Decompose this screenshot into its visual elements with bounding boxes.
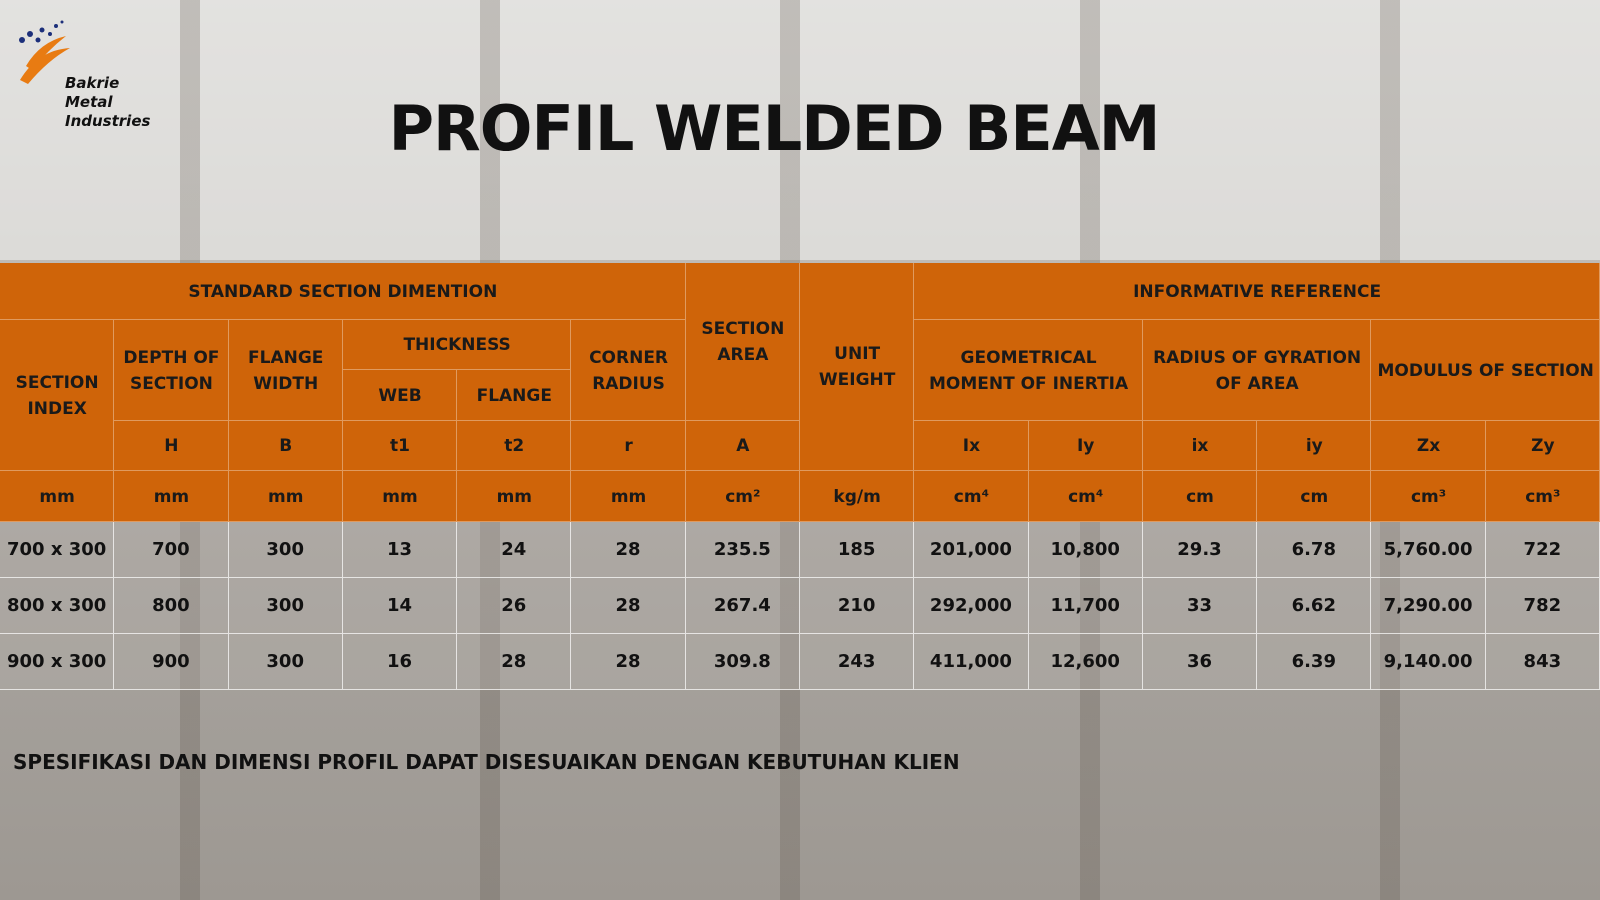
data-cell: 309.8	[685, 634, 800, 690]
data-cell: 12,600	[1028, 634, 1143, 690]
column-header: CORNER RADIUS	[571, 320, 686, 421]
unit-cell: mm	[114, 471, 229, 522]
column-header: UNIT WEIGHT	[799, 263, 915, 471]
unit-cell: kg/m	[799, 471, 915, 522]
data-cell: 13	[342, 522, 458, 578]
data-cell: 28	[571, 578, 686, 634]
data-cell: 26	[457, 578, 572, 634]
data-cell: 14	[342, 578, 458, 634]
data-cell: 900	[114, 634, 229, 690]
symbol-cell: t1	[342, 421, 458, 471]
data-cell: 5,760.00	[1371, 522, 1486, 578]
column-header: RADIUS OF GYRATION OF AREA	[1142, 320, 1372, 421]
unit-cell: cm	[1142, 471, 1258, 522]
data-cell: 10,800	[1028, 522, 1143, 578]
unit-cell: cm²	[685, 471, 800, 522]
symbol-cell: ix	[1142, 421, 1258, 471]
data-cell: 411,000	[914, 634, 1029, 690]
data-cell: 11,700	[1028, 578, 1143, 634]
symbol-cell: H	[114, 421, 229, 471]
logo-line: Bakrie	[65, 74, 120, 92]
data-cell: 6.62	[1257, 578, 1372, 634]
column-header: MODULUS OF SECTION	[1371, 320, 1600, 421]
unit-cell: mm	[342, 471, 458, 522]
data-cell: 700 x 300	[0, 522, 115, 578]
data-cell: 243	[799, 634, 915, 690]
symbol-cell: Ix	[914, 421, 1029, 471]
data-cell: 300	[228, 522, 343, 578]
group-header: INFORMATIVE REFERENCE	[914, 263, 1600, 320]
logo-mark	[19, 20, 70, 84]
data-cell: 800 x 300	[0, 578, 115, 634]
group-header: STANDARD SECTION DIMENTION	[0, 263, 686, 320]
unit-cell: cm³	[1371, 471, 1486, 522]
symbol-cell: B	[228, 421, 343, 471]
data-cell: 33	[1142, 578, 1258, 634]
column-header: GEOMETRICAL MOMENT OF INERTIA	[914, 320, 1143, 421]
unit-cell: mm	[228, 471, 343, 522]
data-cell: 782	[1485, 578, 1600, 634]
data-cell: 6.78	[1257, 522, 1372, 578]
title: PROFIL WELDED BEAM	[388, 92, 1161, 165]
data-cell: 800	[114, 578, 229, 634]
data-cell: 28	[457, 634, 572, 690]
data-cell: 235.5	[685, 522, 800, 578]
logo-line: Industries	[65, 112, 151, 130]
data-cell: 300	[228, 634, 343, 690]
data-cell: 7,290.00	[1371, 578, 1486, 634]
footer-note: SPESIFIKASI DAN DIMENSI PROFIL DAPAT DIS…	[13, 750, 960, 774]
data-cell: 9,140.00	[1371, 634, 1486, 690]
data-cell: 16	[342, 634, 458, 690]
data-cell: 843	[1485, 634, 1600, 690]
data-cell: 201,000	[914, 522, 1029, 578]
data-cell: 267.4	[685, 578, 800, 634]
unit-cell: cm	[1257, 471, 1372, 522]
unit-cell: cm⁴	[914, 471, 1029, 522]
data-cell: 36	[1142, 634, 1258, 690]
symbol-cell: A	[685, 421, 800, 471]
column-header: FLANGE WIDTH	[228, 320, 343, 421]
data-cell: 6.39	[1257, 634, 1372, 690]
symbol-cell: Zy	[1485, 421, 1600, 471]
data-cell: 722	[1485, 522, 1600, 578]
spec-table: STANDARD SECTION DIMENTION SECTION AREA …	[0, 263, 1600, 690]
unit-cell: mm	[571, 471, 686, 522]
unit-cell: cm⁴	[1028, 471, 1143, 522]
data-cell: 300	[228, 578, 343, 634]
logo-line: Metal	[65, 93, 113, 111]
data-cell: 28	[571, 522, 686, 578]
symbol-cell: iy	[1257, 421, 1372, 471]
column-header: WEB	[342, 370, 458, 421]
logo-text: Bakrie Metal Industries	[65, 74, 150, 131]
data-cell: 28	[571, 634, 686, 690]
symbol-cell: Iy	[1028, 421, 1143, 471]
column-header: THICKNESS	[342, 320, 572, 370]
data-cell: 24	[457, 522, 572, 578]
symbol-cell: t2	[457, 421, 572, 471]
data-cell: 292,000	[914, 578, 1029, 634]
symbol-cell: Zx	[1371, 421, 1486, 471]
data-cell: 210	[799, 578, 915, 634]
data-cell: 700	[114, 522, 229, 578]
data-cell: 185	[799, 522, 915, 578]
column-header: SECTION INDEX	[0, 320, 115, 471]
unit-cell: cm³	[1485, 471, 1600, 522]
symbol-cell: r	[571, 421, 686, 471]
column-header: SECTION AREA	[685, 263, 800, 421]
data-cell: 29.3	[1142, 522, 1258, 578]
column-header: FLANGE	[457, 370, 572, 421]
unit-cell: mm	[0, 471, 115, 522]
column-header: DEPTH OF SECTION	[114, 320, 229, 421]
unit-cell: mm	[457, 471, 572, 522]
data-cell: 900 x 300	[0, 634, 115, 690]
